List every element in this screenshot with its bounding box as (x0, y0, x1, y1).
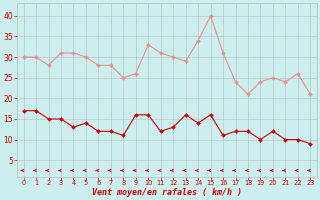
X-axis label: Vent moyen/en rafales ( km/h ): Vent moyen/en rafales ( km/h ) (92, 188, 242, 197)
